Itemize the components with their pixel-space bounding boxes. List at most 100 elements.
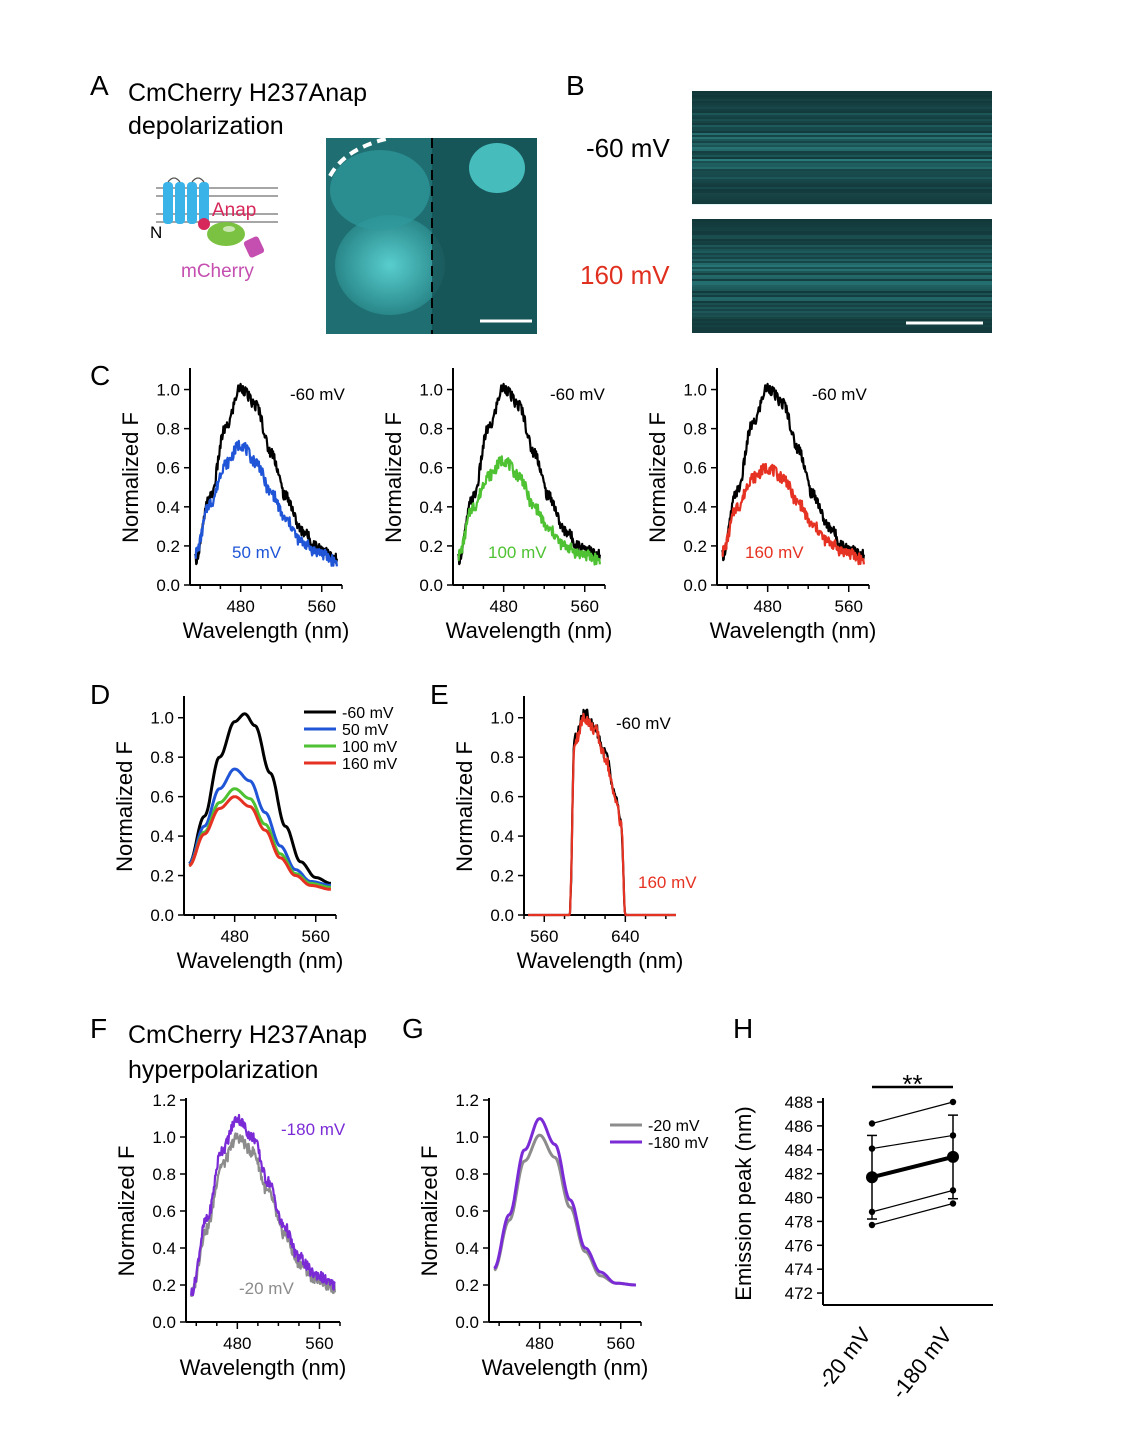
x-tick-label: 560 bbox=[302, 927, 330, 946]
panel-letter-g: G bbox=[402, 1013, 424, 1044]
panel-letter-d: D bbox=[90, 679, 110, 710]
panel-letter-f: F bbox=[90, 1013, 107, 1044]
panel-letter-e: E bbox=[430, 679, 449, 710]
paired-line bbox=[871, 1202, 954, 1226]
series-line bbox=[188, 712, 332, 885]
series-line bbox=[721, 382, 865, 562]
x-tick-label: 480 bbox=[525, 1334, 553, 1353]
y-tick-label: 0.6 bbox=[150, 788, 174, 807]
series-label: -60 mV bbox=[812, 385, 867, 404]
y-tick-label: 0.2 bbox=[156, 537, 180, 556]
cell-point bbox=[868, 1221, 876, 1229]
y-axis-label: Normalized F bbox=[452, 741, 477, 872]
x-axis-label: Wavelength (nm) bbox=[710, 618, 877, 643]
y-tick-label: 1.0 bbox=[683, 381, 707, 400]
y-tick-label: 474 bbox=[785, 1260, 813, 1279]
panel-a-title-line1: CmCherry H237Anap bbox=[128, 79, 367, 107]
y-tick-label: 0.0 bbox=[490, 906, 514, 925]
y-tick-label: 0.4 bbox=[490, 827, 514, 846]
series-label: 160 mV bbox=[745, 543, 804, 562]
cell-point bbox=[868, 1120, 876, 1127]
panel-letter-b: B bbox=[566, 70, 585, 101]
y-tick-label: 0.0 bbox=[419, 576, 443, 595]
y-tick-label: 0.8 bbox=[490, 748, 514, 767]
y-tick-label: 0.8 bbox=[683, 420, 707, 439]
kymograph-top bbox=[692, 91, 992, 205]
panel-letter-a: A bbox=[90, 70, 109, 101]
y-axis-label: Normalized F bbox=[417, 1146, 442, 1277]
y-tick-label: 1.0 bbox=[152, 1128, 176, 1147]
y-tick-label: 0.6 bbox=[683, 459, 707, 478]
x-axis-label: Wavelength (nm) bbox=[177, 948, 344, 973]
anap-dot bbox=[198, 218, 210, 230]
panel-letter-c: C bbox=[90, 360, 110, 391]
series-line bbox=[188, 787, 332, 889]
y-tick-label: 0.4 bbox=[156, 498, 180, 517]
x-tick-label: 560 bbox=[305, 1334, 333, 1353]
y-tick-label: 1.0 bbox=[150, 709, 174, 728]
x-tick-label: 560 bbox=[571, 597, 599, 616]
x-tick-label: 560 bbox=[530, 927, 558, 946]
y-tick-label: 0.6 bbox=[419, 459, 443, 478]
chart-c-160mv: 0.0 0.2 0.4 0.6 0.8 1.0 480 560 Wavelength (nm) N… bbox=[645, 368, 876, 643]
series-label: 160 mV bbox=[638, 873, 697, 892]
y-tick-label: 0.4 bbox=[152, 1239, 176, 1258]
series-line bbox=[190, 1132, 336, 1298]
y-tick-label: 1.0 bbox=[490, 709, 514, 728]
x-axis-label: Wavelength (nm) bbox=[517, 948, 684, 973]
y-tick-label: 0.0 bbox=[150, 906, 174, 925]
x-tick-label: 480 bbox=[489, 597, 517, 616]
series-label: -60 mV bbox=[550, 385, 605, 404]
x-tick-label: 640 bbox=[611, 927, 639, 946]
mean-line bbox=[871, 1154, 954, 1180]
helix-bundle bbox=[163, 177, 209, 224]
x-tick-label: 560 bbox=[835, 597, 863, 616]
y-tick-label: 0.8 bbox=[150, 748, 174, 767]
y-tick-label: 1.0 bbox=[156, 381, 180, 400]
paired-line bbox=[871, 1101, 954, 1125]
y-axis-label: Normalized F bbox=[381, 412, 406, 543]
panel-letter-h: H bbox=[733, 1013, 753, 1044]
series-line bbox=[493, 1117, 637, 1287]
chart-g-fits: 0.0 0.2 0.4 0.6 0.8 1.0 1.2 480 560 Wavelength (n… bbox=[417, 1091, 709, 1380]
x-axis-label: Wavelength (nm) bbox=[446, 618, 613, 643]
y-tick-label: 1.2 bbox=[152, 1091, 176, 1110]
y-axis-label: Normalized F bbox=[114, 1146, 139, 1277]
y-tick-label: 0.0 bbox=[455, 1313, 479, 1332]
cell-point bbox=[949, 1200, 957, 1207]
y-tick-label: 0.8 bbox=[455, 1165, 479, 1184]
mean-point bbox=[866, 1171, 878, 1184]
series-line bbox=[194, 382, 338, 566]
channel-schematic: N Anap mCherry bbox=[150, 177, 278, 282]
y-axis-label: Normalized F bbox=[118, 412, 143, 543]
chart-f-hyperpolarization: 0.0 0.2 0.4 0.6 0.8 1.0 1.2 480 560 Wavelength (n… bbox=[114, 1091, 346, 1380]
mcherry-label: mCherry bbox=[181, 261, 254, 282]
cell-image bbox=[326, 136, 537, 334]
x-tick-label: 480 bbox=[223, 1334, 251, 1353]
legend-entry: -20 mV bbox=[648, 1118, 700, 1135]
anap-label: Anap bbox=[212, 200, 256, 221]
y-axis-label: Emission peak (nm) bbox=[731, 1106, 756, 1300]
x-tick-label: 560 bbox=[607, 1334, 635, 1353]
y-tick-label: 1.2 bbox=[455, 1091, 479, 1110]
mcherry-box bbox=[243, 236, 265, 258]
y-tick-label: 0.8 bbox=[152, 1165, 176, 1184]
panel-f-title-line1: CmCherry H237Anap bbox=[128, 1021, 367, 1049]
series-label: -20 mV bbox=[239, 1279, 294, 1298]
series-line bbox=[457, 455, 601, 566]
mean-point bbox=[947, 1150, 959, 1163]
x-axis-label: Wavelength (nm) bbox=[482, 1355, 649, 1380]
series-line bbox=[194, 439, 338, 567]
panel-a-title-line2: depolarization bbox=[128, 112, 284, 140]
y-tick-label: 0.0 bbox=[683, 576, 707, 595]
x-tick-label: 560 bbox=[308, 597, 336, 616]
x-axis-label: Wavelength (nm) bbox=[183, 618, 350, 643]
y-tick-label: 1.0 bbox=[455, 1128, 479, 1147]
chart-e-mcherry: 0.0 0.2 0.4 0.6 0.8 1.0 560 640 Wavelength (nm) N… bbox=[452, 696, 697, 973]
y-tick-label: 476 bbox=[785, 1236, 813, 1255]
y-tick-label: 480 bbox=[785, 1189, 813, 1208]
y-tick-label: 484 bbox=[785, 1141, 813, 1160]
chart-d-fits: 0.0 0.2 0.4 0.6 0.8 1.0 480 560 Wavelength (nm) N… bbox=[112, 696, 397, 973]
y-tick-label: 0.8 bbox=[156, 420, 180, 439]
kymo-label-top: -60 mV bbox=[586, 133, 670, 163]
